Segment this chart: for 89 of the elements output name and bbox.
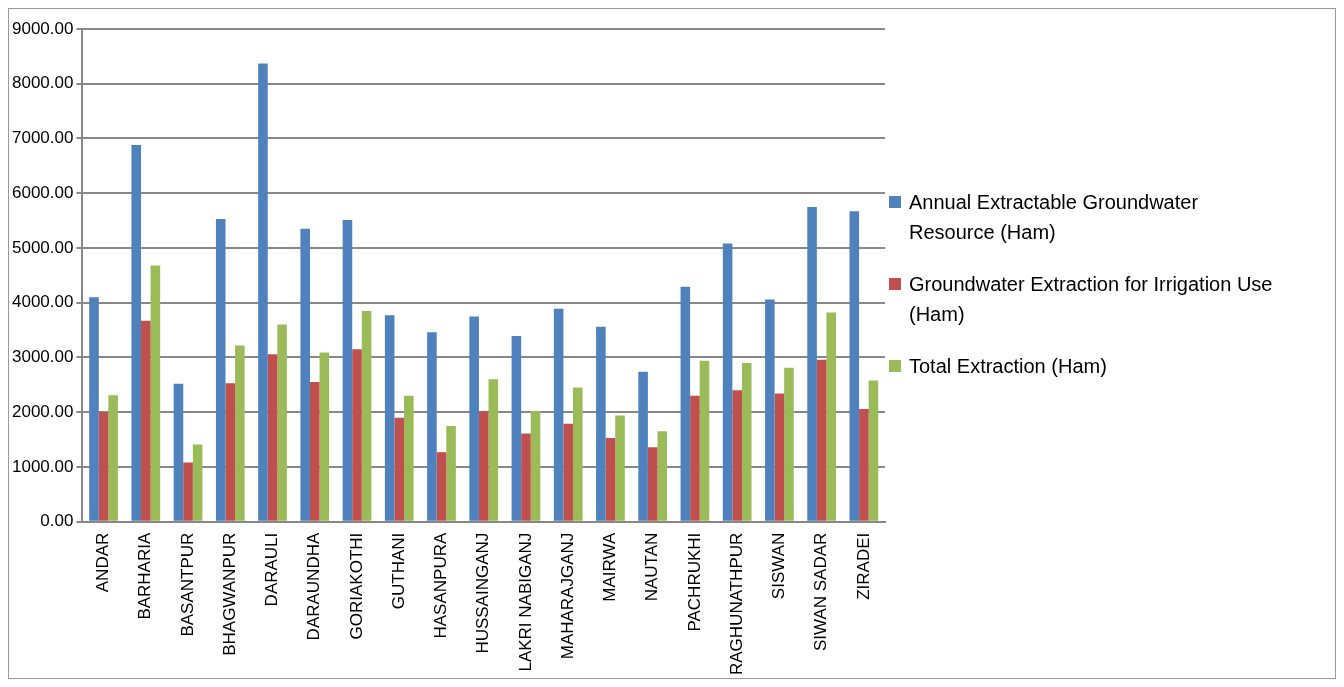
bar [235,345,245,521]
bar [572,387,583,521]
x-tick-label: BHAGWANPUR [219,532,239,656]
bar [807,206,817,521]
bar [436,452,447,521]
x-tick-label: SIWAN SADAR [811,532,831,652]
bar [131,145,142,521]
bar [173,383,184,521]
bar [108,395,118,521]
bar [150,265,161,521]
legend-label: Annual Extractable Groundwater Resource (Ham) [909,189,1200,245]
x-tick-label: MAHARAJGANJ [557,532,577,660]
bar [488,379,499,521]
y-tick-label: 1000.00 [12,456,74,476]
bar [699,360,710,521]
bar [183,462,193,521]
bar [225,383,236,521]
y-tick-label: 5000.00 [12,237,74,257]
bar [192,444,203,521]
bar [427,332,437,521]
bar [98,412,109,521]
bar [309,382,320,521]
bar [352,349,362,521]
bar [215,218,226,521]
bar [530,411,541,521]
x-tick-label: GUTHANI [388,532,408,610]
bar [859,408,869,521]
x-tick-label: HASANPURA [431,532,451,639]
bar [690,395,700,521]
x-tick-label: HUSSAINGANJ [473,532,493,654]
legend-label: Groundwater Extraction for Irrigation Use (Ham) [909,271,1274,327]
y-tick-label: 6000.00 [12,182,74,202]
y-tick-label: 3000.00 [12,347,74,367]
y-tick-label: 7000.00 [12,128,74,148]
bar [784,367,794,521]
bar [521,433,531,521]
bar [511,336,522,521]
x-tick-label: NAUTAN [642,532,662,602]
bar [563,423,573,521]
bar [384,315,395,521]
bar [141,320,151,521]
bar [596,326,606,521]
bar [774,393,785,521]
bar [732,390,742,521]
bar [342,220,353,521]
x-tick-label: LAKRI NABIGANJ [515,532,535,672]
x-tick-label: BARHARIA [135,532,155,620]
x-tick-label: MAIRWA [600,532,620,602]
bar [469,316,479,521]
bar [446,425,456,521]
x-tick-label: DARAUNDHA [304,532,324,641]
bar [638,371,648,521]
x-tick-label: BASANTPUR [177,532,197,637]
x-tick-label: ZIRADEI [853,532,873,600]
y-tick-label: 4000.00 [12,292,74,312]
bar [404,395,414,521]
y-tick-label: 8000.00 [12,73,74,93]
x-tick-label: DARAULI [262,532,282,607]
x-tick-label: RAGHUNATHPUR [726,532,746,676]
y-tick-label: 2000.00 [12,401,74,421]
bar [267,354,278,521]
bar [722,243,733,521]
bar [826,312,836,521]
x-tick-label: ANDAR [93,532,113,593]
bar [605,437,616,521]
y-tick-label: 9000.00 [12,18,74,38]
legend-label: Total Extraction (Ham) [909,353,1107,379]
bar [765,299,775,521]
bar [277,324,287,521]
bar [553,308,564,521]
bar [741,362,752,521]
bar [394,417,405,521]
bar [478,411,489,521]
x-tick-label: GORIAKOTHI [346,532,366,640]
bar [849,211,860,521]
y-tick-label: 0.00 [40,511,74,531]
bar [89,297,99,521]
bar [680,286,691,521]
bar [657,431,668,521]
bar [615,415,625,521]
bar [361,310,372,521]
bar [300,228,310,521]
bar [868,380,879,521]
x-tick-label: SISWAN [769,532,789,600]
x-tick-label: PACHRUKHI [684,532,704,632]
bar [258,63,268,521]
bar [816,359,827,521]
bar [647,447,658,521]
bar [319,352,330,521]
